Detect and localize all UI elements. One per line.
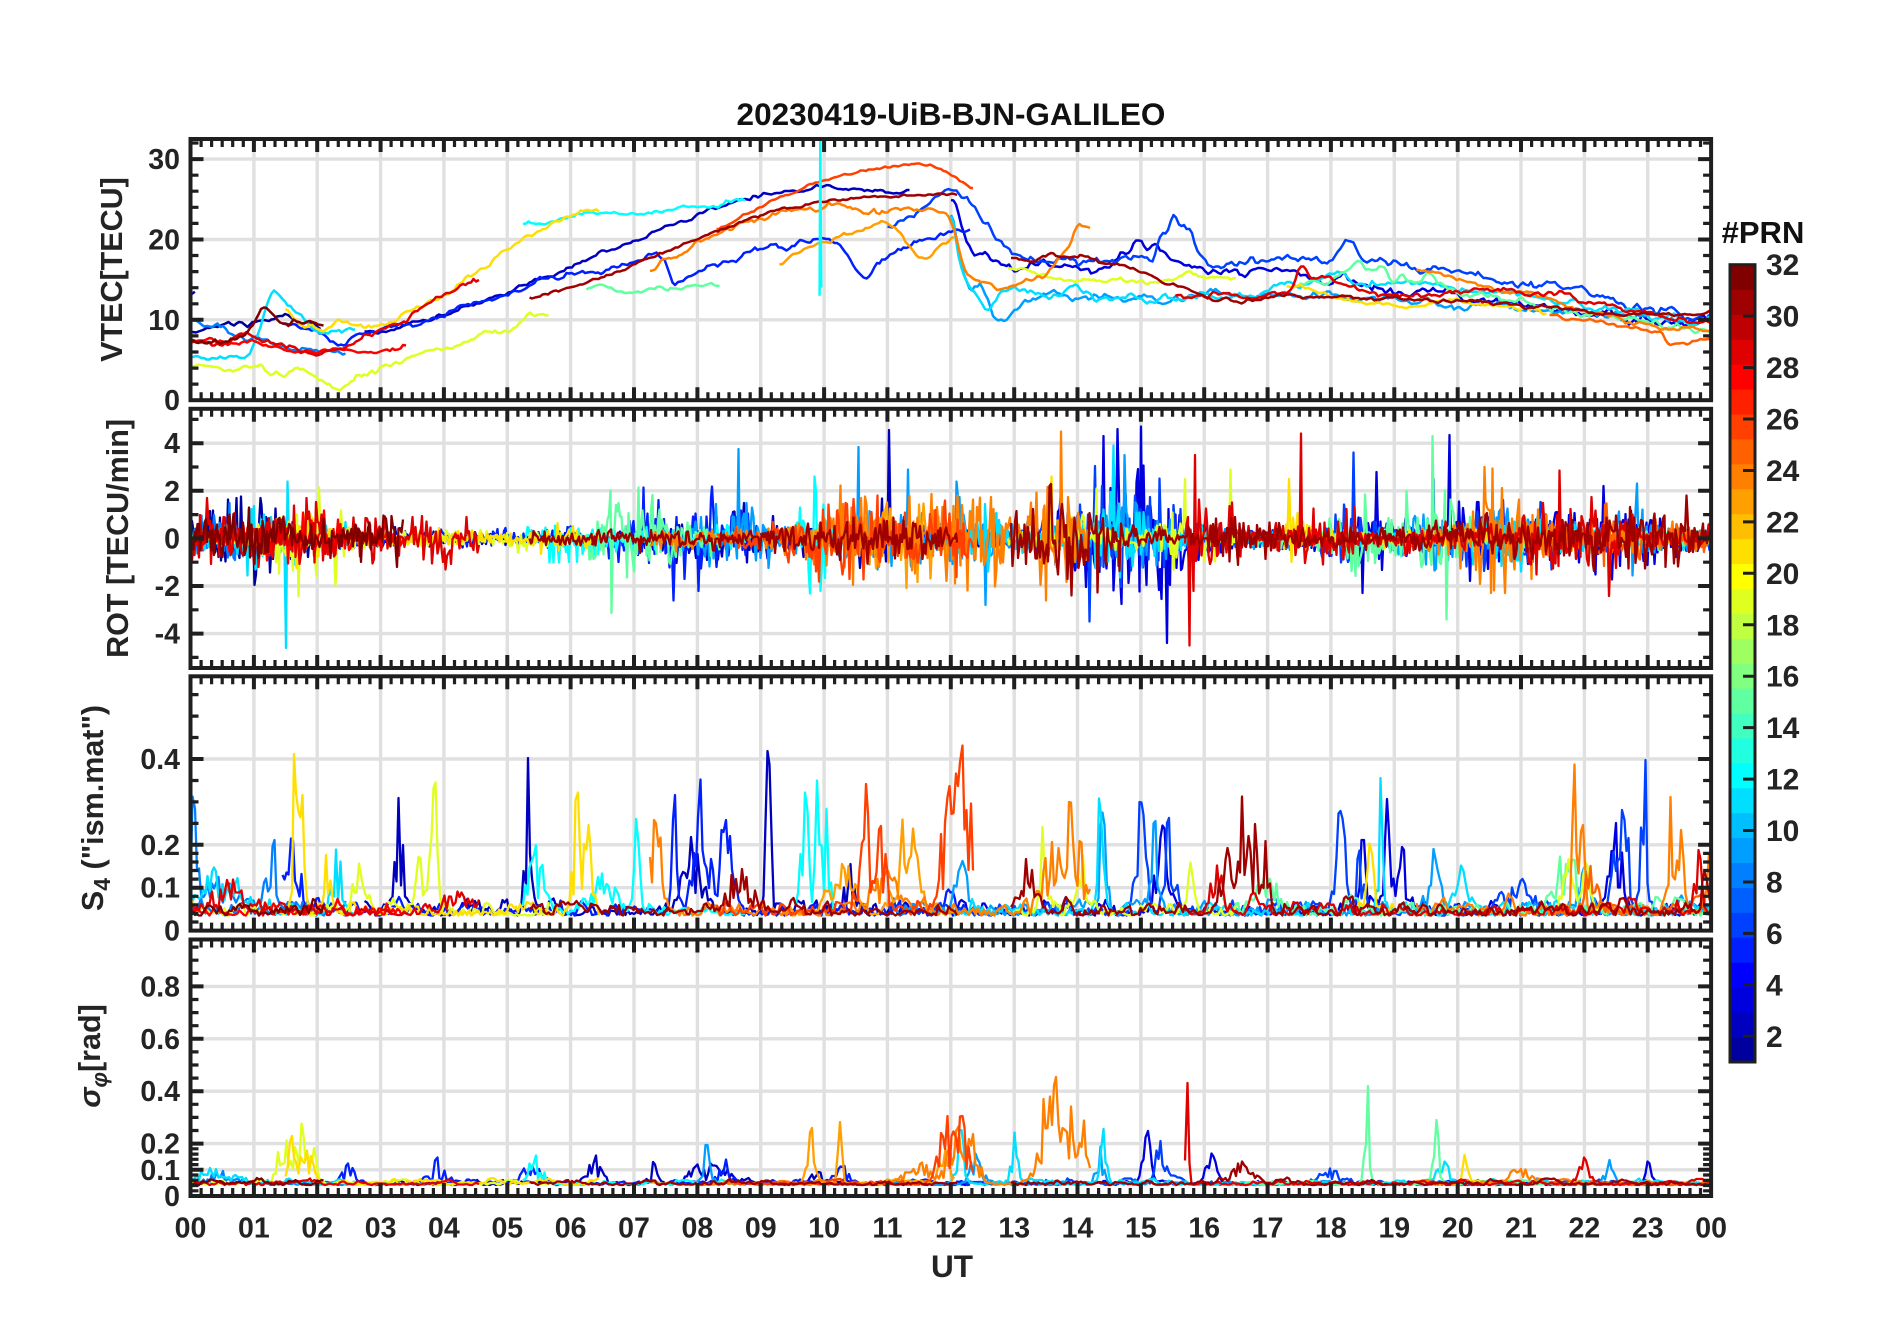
svg-text:04: 04: [428, 1213, 460, 1245]
svg-text:30: 30: [1766, 301, 1799, 334]
svg-text:06: 06: [555, 1213, 587, 1245]
svg-text:24: 24: [1766, 455, 1800, 488]
svg-text:0.6: 0.6: [140, 1024, 180, 1056]
svg-text:23: 23: [1632, 1213, 1664, 1245]
svg-text:0.4: 0.4: [140, 744, 180, 776]
svg-text:0.2: 0.2: [140, 830, 180, 862]
svg-text:14: 14: [1062, 1213, 1094, 1245]
svg-text:VTEC[TECU]: VTEC[TECU]: [95, 177, 129, 362]
svg-text:22: 22: [1766, 506, 1799, 539]
svg-text:20: 20: [1766, 558, 1799, 591]
svg-text:22: 22: [1569, 1213, 1601, 1245]
svg-text:S4 ("ism.mat"): S4 ("ism.mat"): [76, 705, 115, 911]
svg-text:05: 05: [491, 1213, 523, 1245]
svg-text:4: 4: [164, 428, 180, 460]
svg-text:ROT [TECU/min]: ROT [TECU/min]: [101, 419, 135, 658]
svg-text:0.8: 0.8: [140, 971, 180, 1003]
svg-text:0: 0: [164, 916, 180, 948]
svg-text:17: 17: [1252, 1213, 1284, 1245]
svg-text:32: 32: [1766, 249, 1799, 282]
svg-text:10: 10: [148, 305, 180, 337]
svg-text:20: 20: [148, 224, 180, 256]
svg-text:0.4: 0.4: [140, 1076, 180, 1108]
svg-text:09: 09: [745, 1213, 777, 1245]
svg-text:UT: UT: [931, 1248, 973, 1284]
svg-text:19: 19: [1378, 1213, 1410, 1245]
svg-text:00: 00: [1695, 1213, 1727, 1245]
svg-text:18: 18: [1766, 609, 1799, 642]
svg-text:0.2: 0.2: [140, 1129, 180, 1161]
svg-text:21: 21: [1505, 1213, 1537, 1245]
svg-text:08: 08: [682, 1213, 714, 1245]
svg-text:28: 28: [1766, 352, 1799, 385]
svg-text:0.1: 0.1: [140, 1155, 180, 1187]
svg-text:10: 10: [1766, 815, 1799, 848]
svg-text:4: 4: [1766, 969, 1783, 1002]
svg-text:00: 00: [175, 1213, 207, 1245]
svg-text:11: 11: [872, 1213, 902, 1245]
svg-text:20230419-UiB-BJN-GALILEO: 20230419-UiB-BJN-GALILEO: [737, 96, 1166, 132]
svg-text:#PRN: #PRN: [1722, 215, 1805, 250]
svg-text:10: 10: [808, 1213, 840, 1245]
svg-text:2: 2: [164, 476, 180, 508]
svg-text:26: 26: [1766, 404, 1799, 437]
svg-text:12: 12: [935, 1213, 967, 1245]
svg-text:02: 02: [301, 1213, 333, 1245]
svg-text:14: 14: [1766, 712, 1800, 745]
svg-text:07: 07: [618, 1213, 650, 1245]
svg-text:0: 0: [164, 523, 180, 555]
svg-text:2: 2: [1766, 1021, 1783, 1054]
svg-text:18: 18: [1315, 1213, 1347, 1245]
svg-text:8: 8: [1766, 867, 1783, 900]
svg-text:16: 16: [1188, 1213, 1220, 1245]
svg-text:0: 0: [164, 1181, 180, 1213]
svg-text:-2: -2: [155, 571, 180, 603]
svg-text:20: 20: [1442, 1213, 1474, 1245]
svg-text:30: 30: [148, 144, 180, 176]
svg-text:15: 15: [1125, 1213, 1157, 1245]
svg-text:16: 16: [1766, 661, 1799, 694]
svg-text:σφ[rad]: σφ[rad]: [73, 1004, 112, 1108]
svg-text:13: 13: [998, 1213, 1030, 1245]
svg-text:6: 6: [1766, 918, 1783, 951]
svg-text:0.1: 0.1: [140, 873, 180, 905]
svg-text:0: 0: [164, 385, 180, 417]
svg-text:01: 01: [238, 1213, 270, 1245]
svg-text:12: 12: [1766, 764, 1799, 797]
svg-text:03: 03: [365, 1213, 397, 1245]
svg-text:-4: -4: [155, 619, 180, 651]
